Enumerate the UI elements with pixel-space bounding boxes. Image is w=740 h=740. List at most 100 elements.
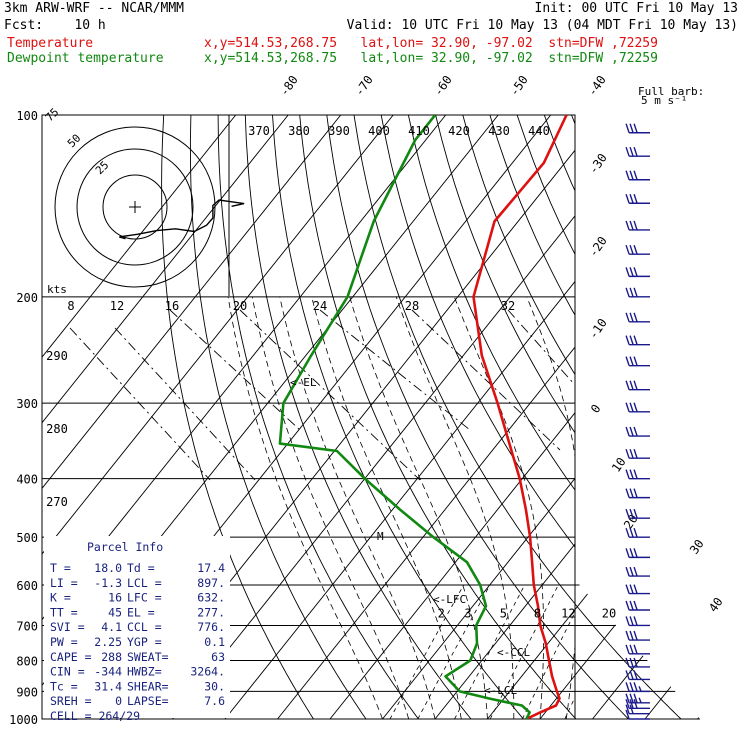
pressure-label-100: 100 [16, 109, 38, 123]
dry-adiabat-420 [625, 115, 700, 719]
wind-barb [625, 146, 650, 157]
wind-barb [625, 356, 650, 367]
isotherm-label--40: -40 [585, 73, 609, 99]
parcel-row-label: CIN = [50, 665, 85, 679]
isotherm-0 [434, 115, 700, 719]
pressure-label-700: 700 [16, 619, 38, 633]
speed-label-24: 24 [313, 299, 327, 313]
theta-label-400: 400 [368, 124, 390, 138]
pressure-label-1000: 1000 [9, 713, 38, 727]
isotherm-label-10: 10 [609, 455, 629, 475]
moist-adiabat-35 [619, 297, 689, 719]
isotherm-label--50: -50 [507, 73, 531, 99]
pressure-label-200: 200 [16, 291, 38, 305]
dry-adiabat-330 [380, 115, 700, 719]
legend-dewpoint-label: Dewpoint temperature [7, 51, 164, 66]
dry-adiabat-430 [652, 115, 700, 719]
annotation-el: <-EL [290, 376, 317, 389]
theta-label-440: 440 [528, 124, 550, 138]
pressure-label-500: 500 [16, 531, 38, 545]
parcel-row-label: LI = [50, 576, 78, 590]
moist-adiabat--10 [227, 296, 383, 719]
parcel-row-value2: 776. [197, 620, 225, 634]
hodo-ring-75 [54, 126, 216, 288]
isotherm--130 [42, 115, 237, 719]
dry-adiabat-410 [598, 115, 700, 719]
dewpoint-profile [278, 115, 531, 719]
header-line1-left: 3km ARW-WRF -- NCAR/MMM [4, 1, 185, 16]
parcel-row-label2: HWBZ= [127, 665, 162, 679]
wind-barb [625, 693, 650, 704]
speed-label-32: 32 [501, 299, 515, 313]
wind-barb [625, 244, 650, 255]
dry-adiabat-290 [272, 115, 524, 719]
moist-adiabat-30 [593, 297, 628, 719]
parcel-row-value: -344 [94, 665, 122, 679]
wind-barb [625, 566, 650, 577]
wind-barb [625, 682, 650, 693]
wind-barb [625, 335, 650, 346]
parcel-row-value: 45 [108, 605, 122, 619]
wind-barb [625, 448, 650, 459]
isotherm-label--20: -20 [586, 234, 610, 260]
parcel-row-label2: LCL = [127, 576, 162, 590]
barb-legend-line1: Full barb: [638, 85, 704, 98]
parcel-row-value2: 277. [197, 605, 225, 619]
isotherm-20 [539, 115, 700, 719]
isotherm-label--30: -30 [586, 151, 610, 177]
pressure-label-300: 300 [16, 397, 38, 411]
speed-label-12: 12 [110, 299, 124, 313]
pressure-label-800: 800 [16, 654, 38, 668]
header-line1-right: Init: 00 UTC Fri 10 May 13 [534, 1, 739, 16]
isotherm-label--60: -60 [431, 73, 455, 99]
dry-adiabat-360 [462, 115, 700, 719]
parcel-info-panel [44, 536, 230, 718]
parcel-row-label: K = [50, 591, 71, 605]
parcel-row-value: 0 [115, 694, 122, 708]
dry-adiabat-320 [353, 115, 682, 719]
dry-adiabat-300 [299, 115, 577, 719]
dry-adiabat-280 [244, 115, 472, 719]
wind-barb [625, 670, 650, 681]
wind-barb [625, 267, 650, 278]
wind-barb [625, 194, 650, 204]
isotherm-30 [592, 115, 700, 719]
header-line2-right: Valid: 10 UTC Fri 10 May 13 (04 MDT Fri … [346, 18, 738, 33]
isotherm-label--80: -80 [277, 73, 301, 99]
wind-barb [625, 704, 650, 715]
wind-barb [625, 220, 650, 231]
parcel-row-value2: 0.1 [204, 635, 225, 649]
wind-barb [625, 630, 650, 641]
isotherm--40 [224, 115, 700, 719]
annotation-ccl: <-CCL [497, 646, 530, 659]
wind-barb [625, 508, 650, 519]
legend-dewpoint-info: x,y=514.53,268.75 lat,lon= 32.90, -97.02… [204, 51, 658, 66]
theta-label-380: 380 [288, 124, 310, 138]
dry-adiabat-350 [435, 115, 700, 719]
parcel-row-value2: 3264. [190, 665, 225, 679]
isotherm-label-20: 20 [621, 512, 641, 532]
isotherm-50 [697, 115, 700, 719]
hodograph-trace [119, 199, 245, 240]
theta-label-280: 280 [46, 422, 68, 436]
dry-adiabat-450 [707, 115, 740, 719]
parcel-row-value: 4.1 [101, 620, 122, 634]
wind-barb [625, 170, 650, 181]
parcel-row-label: SREH = [50, 694, 92, 708]
wind-barb [625, 469, 650, 480]
dry-adiabat-310 [326, 115, 629, 719]
parcel-row-label: TT = [50, 605, 78, 619]
isotherm-label-40: 40 [706, 595, 726, 615]
parcel-row-label: T = [50, 561, 71, 575]
mixing-ratio-label-12: 12 [561, 606, 575, 620]
dry-adiabat-460 [735, 115, 740, 719]
wind-barb [625, 584, 650, 595]
mixing-ratio-label-5: 5 [500, 606, 507, 620]
dry-adiabat-340 [407, 115, 700, 719]
wind-barb [625, 600, 650, 611]
wind-barb [625, 488, 650, 499]
wind-barb [625, 644, 650, 655]
isotherm-label-30: 30 [687, 537, 707, 557]
theta-label-420: 420 [448, 124, 470, 138]
wind-barb [625, 402, 650, 413]
